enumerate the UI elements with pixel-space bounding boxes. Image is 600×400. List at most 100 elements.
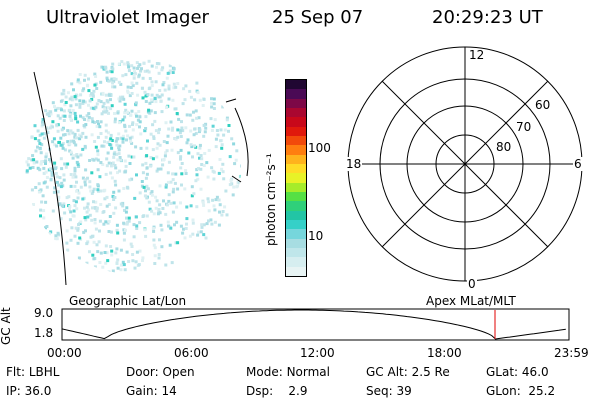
uv-pixel [68,142,72,146]
uv-pixel [187,151,191,155]
uv-pixel [72,199,76,203]
uv-pixel [189,95,193,99]
uv-pixel [77,191,81,195]
uv-pixel [113,179,117,183]
uv-pixel [193,98,197,102]
uv-pixel [150,190,154,194]
uv-pixel [157,253,161,256]
uv-pixel [151,157,155,161]
uv-pixel [125,222,129,226]
colorbar-swatch [286,210,306,221]
uv-pixel [69,129,73,133]
uv-pixel [81,116,85,120]
uv-pixel [188,89,192,93]
uv-pixel [83,183,87,187]
uv-pixel [47,110,51,114]
uv-pixel [107,203,111,206]
uv-pixel [135,81,139,85]
uv-pixel [119,202,123,206]
uv-pixel [166,134,170,138]
uv-pixel [115,143,119,147]
uv-pixel [109,164,113,168]
uv-pixel [198,143,202,147]
uv-pixel [58,116,62,120]
uv-pixel [109,98,112,102]
uv-pixel [114,166,118,170]
uv-pixel [69,117,73,121]
uv-pixel [62,119,66,122]
uv-pixel [131,253,135,256]
uv-pixel [191,232,195,236]
colorbar-swatch [286,154,306,165]
uv-pixel [182,227,185,231]
uv-pixel [139,69,143,73]
uv-pixel [112,198,116,201]
uv-pixel [110,139,114,142]
uv-pixel [101,91,105,95]
uv-pixel [196,152,200,156]
uv-pixel [44,155,48,159]
uv-pixel [76,228,80,232]
uv-pixel [93,140,97,143]
uv-pixel [75,189,79,193]
uv-pixel [105,76,109,80]
uv-pixel [38,147,42,151]
uv-pixel [70,82,74,86]
uv-pixel [81,176,85,180]
uv-pixel [212,107,216,110]
uv-pixel [239,174,241,178]
colorbar-swatch [286,126,306,137]
uv-pixel [174,137,178,141]
uv-pixel [42,209,46,213]
uv-pixel [37,182,41,186]
uv-pixel [83,216,87,220]
status-door: Door: Open [126,365,195,379]
uv-pixel [53,164,56,168]
uv-pixel [152,212,156,216]
uv-pixel [48,158,51,162]
uv-pixel [151,123,155,127]
uv-pixel [135,224,139,228]
uv-pixel [59,99,63,103]
uv-pixel [141,171,145,175]
uv-pixel [160,93,164,97]
uv-pixel [137,73,141,77]
uv-pixel [166,171,170,175]
uv-pixel [81,101,85,105]
uv-pixel [96,168,100,172]
uv-pixel [96,120,99,123]
uv-pixel [171,190,175,194]
uv-pixel [121,137,125,141]
uv-pixel [74,103,78,107]
uv-pixel [58,202,62,206]
uv-pixel [42,166,46,170]
uv-pixel [202,134,206,138]
uv-pixel [147,87,151,91]
observation-time: 20:29:23 UT [432,7,543,28]
uv-pixel [146,110,150,114]
uv-pixel [53,186,57,190]
uv-pixel [138,63,142,67]
uv-pixel [56,129,60,133]
uv-pixel [76,162,80,166]
uv-pixel [127,65,131,69]
uv-pixel [97,99,101,102]
uv-pixel [159,223,163,227]
uv-pixel [169,201,173,205]
uv-pixel [153,246,157,250]
uv-pixel [65,241,69,245]
uv-pixel [44,159,48,163]
uv-pixel [137,110,141,113]
uv-pixel [214,137,218,141]
uv-pixel [202,223,206,227]
uv-pixel [114,77,118,81]
uv-pixel [44,109,47,113]
uv-pixel [114,251,118,255]
uv-pixel [123,102,127,106]
uv-pixel [63,162,67,166]
uv-pixel [106,221,110,225]
uv-pixel [73,132,77,136]
uv-pixel [72,154,75,158]
uv-pixel [145,196,149,200]
colorbar-swatch [286,98,306,109]
